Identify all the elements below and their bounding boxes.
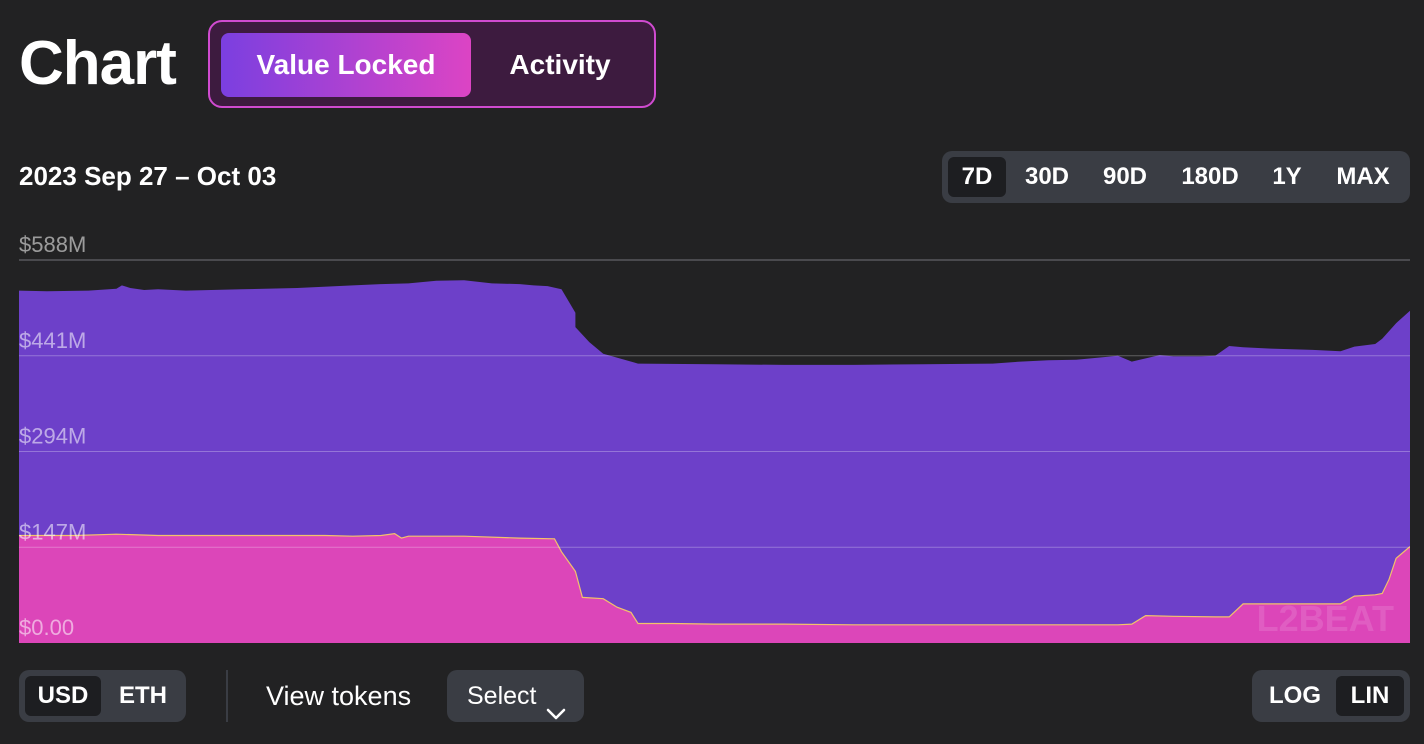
l2beat-watermark: L2BEAT (1257, 598, 1394, 639)
range-30d-button[interactable]: 30D (1024, 163, 1070, 190)
y-tick-label: $0.00 (19, 615, 74, 640)
view-tokens-label: View tokens (266, 681, 412, 711)
date-range-label: 2023 Sep 27 – Oct 03 (19, 161, 277, 191)
chart-tab-switch: Value Locked Activity (208, 20, 656, 108)
chart-svg: $0.00 $147M $294M $441M $588M L2BEAT (19, 232, 1410, 643)
y-tick-label: $441M (19, 328, 86, 353)
token-select-button[interactable]: Select (447, 670, 584, 722)
range-180d-button[interactable]: 180D (1181, 163, 1239, 190)
lin-scale-button[interactable]: LIN (1336, 676, 1404, 716)
y-tick-label: $147M (19, 519, 86, 544)
value-locked-chart: $0.00 $147M $294M $441M $588M L2BEAT (19, 225, 1410, 645)
y-tick-label: $294M (19, 424, 86, 449)
eth-button[interactable]: ETH (119, 682, 167, 709)
page-title: Chart (19, 29, 177, 98)
scale-toggle: LOG LIN (1252, 670, 1410, 722)
y-tick-label: $588M (19, 232, 86, 257)
range-max-button[interactable]: MAX (1336, 163, 1390, 190)
range-7d-button[interactable]: 7D (948, 157, 1006, 197)
series-line-bottom (19, 532, 1410, 626)
usd-button[interactable]: USD (25, 676, 101, 716)
token-select-label: Select (467, 682, 537, 710)
series-area-bottom (19, 533, 1410, 643)
log-scale-button[interactable]: LOG (1269, 682, 1321, 709)
range-1y-button[interactable]: 1Y (1272, 163, 1302, 190)
time-range-selector: 7D 30D 90D 180D 1Y MAX (942, 151, 1410, 203)
currency-toggle: USD ETH (19, 670, 186, 722)
tab-activity[interactable]: Activity (509, 49, 611, 80)
chevron-down-icon (545, 688, 567, 740)
toolbar-divider (226, 670, 228, 722)
tab-value-locked[interactable]: Value Locked (221, 33, 471, 97)
range-90d-button[interactable]: 90D (1102, 163, 1148, 190)
